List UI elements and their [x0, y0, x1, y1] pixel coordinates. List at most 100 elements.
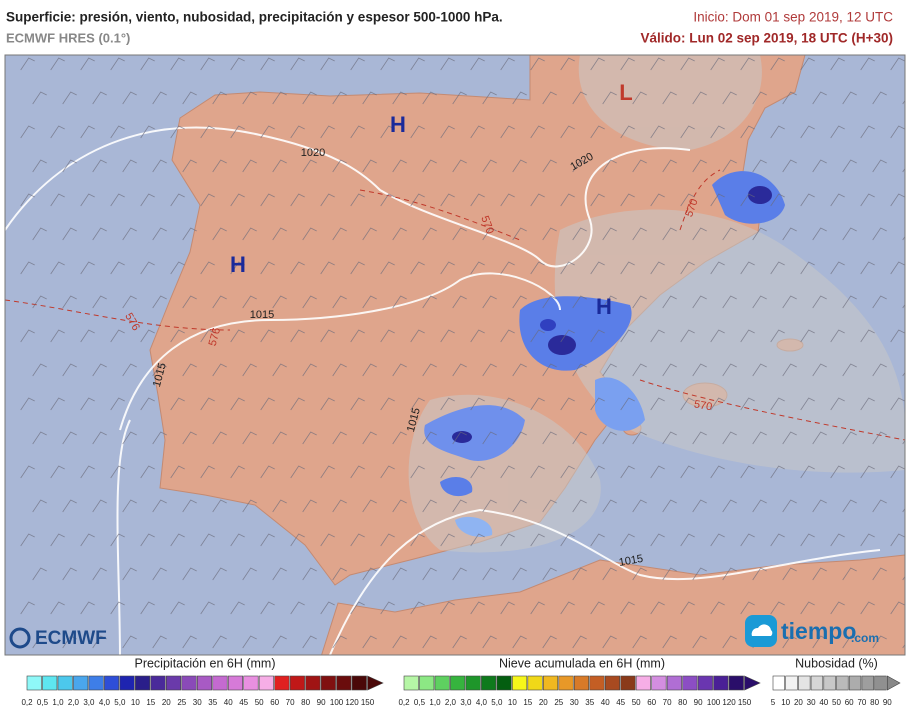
wind-barb — [860, 397, 875, 411]
wind-barb — [632, 363, 647, 377]
wind-barb — [770, 465, 785, 479]
wind-barb — [752, 227, 767, 241]
wind-barb — [380, 193, 395, 207]
legend-label: 20 — [794, 698, 803, 707]
wind-barb — [332, 567, 347, 581]
legend-swatch — [450, 675, 466, 691]
legend-label: 0,5 — [37, 698, 49, 707]
wind-barb — [80, 533, 95, 547]
wind-barb — [260, 465, 275, 479]
wind-barb — [512, 635, 527, 649]
wind-barb — [110, 465, 125, 479]
legend-label: 50 — [832, 698, 841, 707]
wind-barb — [692, 295, 707, 309]
wind-barb — [332, 431, 347, 445]
wind-barb — [710, 193, 725, 207]
wind-barb — [710, 533, 725, 547]
legend-swatch — [635, 675, 651, 691]
wind-barb — [590, 125, 605, 139]
wind-barb — [602, 363, 617, 377]
wind-barb — [152, 159, 167, 173]
wind-barb — [470, 601, 485, 615]
wind-barb — [740, 397, 755, 411]
wind-barb — [242, 567, 257, 581]
wind-barb — [512, 295, 527, 309]
wind-barb — [692, 567, 707, 581]
wind-barb — [122, 227, 137, 241]
wind-barb — [650, 261, 665, 275]
legend-label: 2,0 — [445, 698, 457, 707]
legend-label: 15 — [523, 698, 532, 707]
wind-barb — [542, 635, 557, 649]
isobar-label: 1015 — [250, 309, 274, 321]
wind-barb — [710, 601, 725, 615]
legend-label: 1,0 — [429, 698, 441, 707]
wind-barb — [800, 261, 815, 275]
wind-barb — [260, 397, 275, 411]
wind-barb — [62, 295, 77, 309]
wind-barb — [302, 567, 317, 581]
legend-swatch — [212, 675, 228, 691]
legend-label: 70 — [286, 698, 295, 707]
wind-barb — [110, 329, 125, 343]
wind-barb — [782, 159, 797, 173]
wind-barb — [62, 567, 77, 581]
wind-barb — [500, 329, 515, 343]
legend-label: 10 — [508, 698, 517, 707]
legend-swatch — [305, 675, 321, 691]
wind-barb — [782, 635, 797, 649]
wind-barb — [380, 397, 395, 411]
wind-barb — [212, 431, 227, 445]
wind-barb — [362, 499, 377, 513]
legend-arrow — [744, 675, 761, 691]
legend-label: 70 — [663, 698, 672, 707]
wind-barb — [590, 261, 605, 275]
legend-swatch — [810, 675, 824, 691]
wind-barb — [872, 635, 887, 649]
wind-barb — [392, 295, 407, 309]
wind-barb — [512, 159, 527, 173]
wind-barb — [182, 431, 197, 445]
legend-label: 60 — [270, 698, 279, 707]
wind-barb — [50, 465, 65, 479]
wind-barb — [140, 465, 155, 479]
wind-barb — [212, 91, 227, 105]
wind-barb — [590, 57, 605, 71]
wind-barb — [80, 193, 95, 207]
wind-barb — [200, 465, 215, 479]
wind-barb — [830, 193, 845, 207]
cloud-cover — [408, 55, 905, 553]
wind-barb — [62, 363, 77, 377]
legend-swatch — [823, 675, 836, 691]
wind-barb — [362, 363, 377, 377]
wind-barb — [800, 601, 815, 615]
wind-barb — [602, 431, 617, 445]
legend-label: 90 — [317, 698, 326, 707]
wind-barb — [50, 193, 65, 207]
wind-barb — [512, 91, 527, 105]
wind-barb — [290, 601, 305, 615]
wind-barb — [332, 635, 347, 649]
legend-label: 90 — [883, 698, 892, 707]
wind-barb — [530, 57, 545, 71]
wind-barb — [380, 533, 395, 547]
legend-label: 120 — [722, 698, 736, 707]
pressure-center: H — [596, 294, 612, 319]
legend-label: 30 — [570, 698, 579, 707]
wind-barb — [290, 397, 305, 411]
wind-barb — [32, 159, 47, 173]
wind-barb — [572, 91, 587, 105]
wind-barb — [320, 329, 335, 343]
wind-barb — [800, 465, 815, 479]
wind-barb — [170, 57, 185, 71]
wind-barb — [212, 159, 227, 173]
wind-barb — [302, 91, 317, 105]
wind-barb — [440, 57, 455, 71]
wind-barb — [452, 91, 467, 105]
wind-barb — [572, 363, 587, 377]
wind-barb — [200, 193, 215, 207]
wind-barb — [152, 363, 167, 377]
wind-barb — [230, 261, 245, 275]
wind-barb — [842, 431, 857, 445]
legend-swatch — [57, 675, 73, 691]
